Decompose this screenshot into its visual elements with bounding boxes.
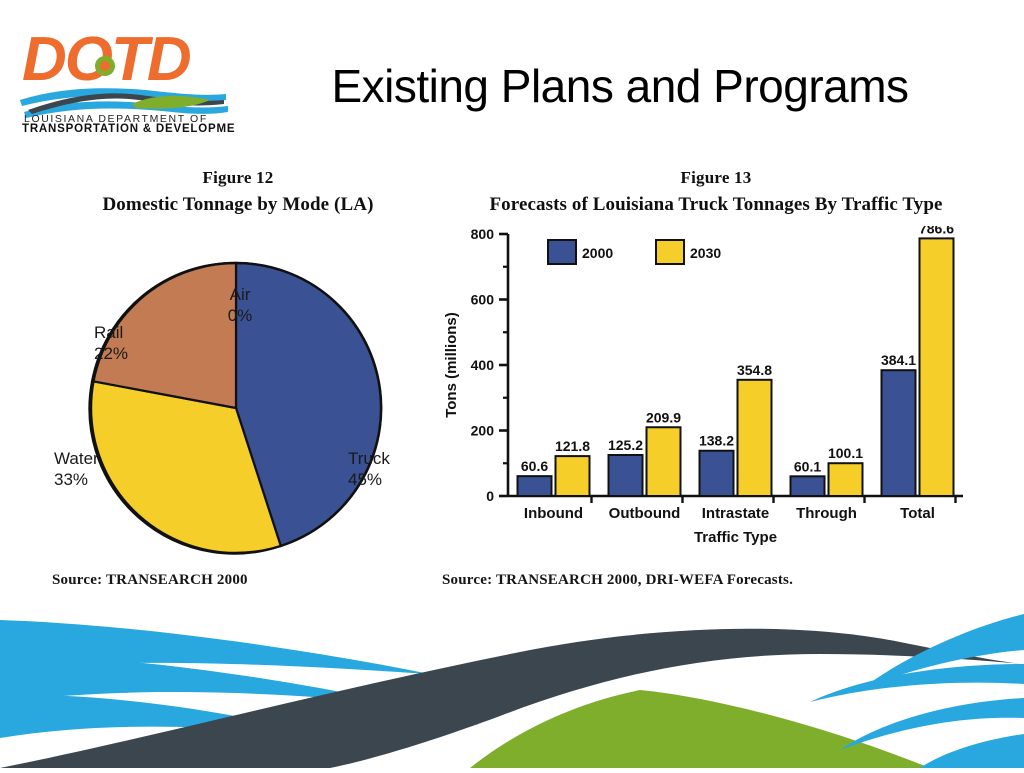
figure-13-source: Source: TRANSEARCH 2000, DRI-WEFA Foreca… <box>442 572 794 588</box>
pie-label-truck: Truck 45% <box>348 448 390 491</box>
bar-value-label: 121.8 <box>555 438 590 454</box>
bar-total-2000 <box>880 369 917 497</box>
x-axis-category-label: Inbound <box>524 505 583 522</box>
pie-label-rail: Rail 22% <box>94 322 128 365</box>
legend-swatch-2030 <box>655 239 685 265</box>
y-axis-tick-label: 400 <box>471 357 495 373</box>
figure-12-title: Domestic Tonnage by Mode (LA) <box>102 194 374 215</box>
logo-tagline-line2: TRANSPORTATION & DEVELOPMENT <box>22 123 236 134</box>
bar-value-label: 384.1 <box>881 352 916 368</box>
pie-chart-svg <box>88 261 383 555</box>
bar-value-label: 354.8 <box>737 362 772 378</box>
wave-dark-road <box>0 628 1024 768</box>
bar-outbound-2030 <box>645 426 682 497</box>
wave-green-hill <box>470 690 930 768</box>
x-axis-category-label: Total <box>900 505 935 522</box>
x-axis-category-label: Outbound <box>609 505 681 522</box>
bar-chart-area: 0 200 400 600 800 Tons (millions) 60.6 121.8 Inb… <box>436 226 981 556</box>
logo-tagline-line1: LOUISIANA DEPARTMENT OF <box>24 113 208 125</box>
legend-label-2000: 2000 <box>582 245 613 261</box>
wave-blue-left-2 <box>0 654 400 704</box>
wave-blue-right-1 <box>860 614 1024 690</box>
bar-value-label: 60.6 <box>521 458 548 474</box>
bar-outbound-2000 <box>607 453 644 497</box>
figure-13-bar-chart: Figure 13 Forecasts of Louisiana Truck T… <box>436 168 996 608</box>
bar-value-label: 786.6 <box>919 226 954 236</box>
x-axis-category-label: Through <box>796 505 857 522</box>
figure-13-label: Figure 13 <box>680 168 752 187</box>
legend-label-2030: 2030 <box>690 245 721 261</box>
bar-total-2030 <box>918 237 955 498</box>
pie-label-water-name: Water <box>54 449 99 468</box>
bar-through-2030 <box>827 462 864 498</box>
bar-inbound-2000 <box>516 475 553 498</box>
bar-value-label: 138.2 <box>699 433 734 449</box>
bar-value-label: 60.1 <box>794 458 821 474</box>
y-axis-tick-label: 600 <box>471 292 495 308</box>
figure-12-label: Figure 12 <box>202 168 274 187</box>
wave-blue-right-4 <box>920 734 1024 768</box>
y-axis-tick-label: 200 <box>471 423 495 439</box>
pie-label-air-value: 0% <box>227 306 253 326</box>
x-axis-title: Traffic Type <box>694 529 777 546</box>
page-title: Existing Plans and Programs <box>331 60 909 112</box>
x-axis-category-label: Intrastate <box>702 505 770 522</box>
bar-value-label: 209.9 <box>646 409 681 425</box>
bar-value-label: 125.2 <box>608 437 643 453</box>
pie-label-air: Air 0% <box>210 284 270 327</box>
wave-blue-right-2 <box>810 664 1024 702</box>
pie-label-rail-name: Rail <box>94 323 124 342</box>
y-axis-tick-label: 800 <box>471 226 495 242</box>
pie-label-water-value: 33% <box>54 470 89 490</box>
legend-swatch-2000 <box>547 239 577 265</box>
bar-value-label: 100.1 <box>828 445 863 461</box>
pie-label-truck-value: 45% <box>348 470 383 490</box>
wave-blue-right-3 <box>840 698 1024 750</box>
figure-13-title: Forecasts of Louisiana Truck Tonnages By… <box>489 194 943 215</box>
pie-label-rail-value: 22% <box>94 344 129 364</box>
bar-intrastate-2000 <box>698 449 735 497</box>
figure-12-pie-chart: Figure 12 Domestic Tonnage by Mode (LA) … <box>24 168 452 608</box>
dotd-logo: DOTD LOUISIANA DEPARTMENT OF TRANSPORTAT… <box>14 22 251 135</box>
bar-chart-svg: 0 200 400 600 800 Tons (millions) 60.6 121.8 Inb… <box>443 226 963 546</box>
decorative-wave-graphic <box>0 598 1024 768</box>
pie-label-water: Water 33% <box>54 448 99 491</box>
bar-through-2000 <box>789 475 826 497</box>
pie-label-truck-name: Truck <box>348 449 390 468</box>
y-axis-title: Tons (millions) <box>443 312 460 418</box>
bar-intrastate-2030 <box>736 378 773 497</box>
figure-12-source: Source: TRANSEARCH 2000 <box>52 572 248 588</box>
pie-label-air-name: Air <box>229 285 251 304</box>
bar-inbound-2030 <box>554 455 591 498</box>
pie-chart-area: Air 0% Rail 22% Water 33% Truck 45% <box>24 222 452 562</box>
y-axis-tick-label: 0 <box>486 488 494 504</box>
